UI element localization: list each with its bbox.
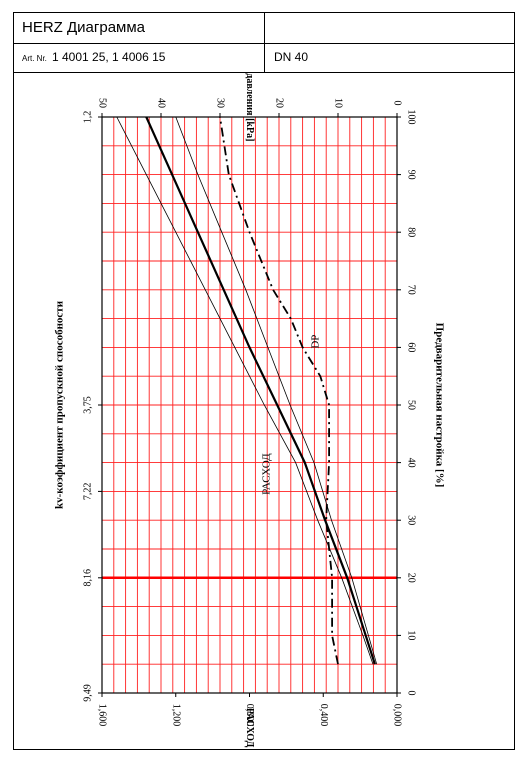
axis-label-right: Предварительная настройка [%] (433, 323, 445, 488)
tick-label-right: 100 (406, 110, 417, 125)
chart-series (116, 116, 378, 665)
tick-label-left: 7,22 (82, 483, 93, 501)
tick-label-right: 40 (406, 458, 417, 468)
series-line-tolerance (175, 116, 378, 665)
series-line-tolerance (116, 116, 374, 665)
article-number: 1 4001 25, 1 4006 15 (52, 50, 166, 64)
tick-label-left: 8,16 (82, 569, 93, 587)
tick-label-right: 30 (406, 515, 417, 525)
tick-label-right: 0 (406, 691, 417, 696)
series-label-dp: DP (310, 335, 322, 349)
diagram-frame: HERZ Диаграмма Art. Nr. 1 4001 25, 1 400… (13, 12, 515, 750)
axis-label-top: Падение давления [kPa] (244, 71, 255, 141)
tick-label-right: 70 (406, 285, 417, 295)
tick-label-top: 40 (156, 98, 167, 108)
tick-label-right: 60 (406, 342, 417, 352)
article-label: Art. Nr. (22, 54, 47, 63)
series-label-flow: РАСХОД (260, 453, 272, 495)
tick-label-right: 20 (406, 573, 417, 583)
tick-label-bottom: 1,200 (170, 704, 181, 727)
tick-label-bottom: 0,800 (244, 704, 255, 727)
series-line-dp (219, 116, 339, 665)
tick-label-bottom: 0,000 (392, 704, 403, 727)
tick-label-left: 3,75 (82, 396, 93, 414)
tick-label-top: 0 (392, 101, 403, 106)
tick-label-left: 1,2 (82, 111, 93, 124)
header-row-article (14, 43, 514, 73)
chart-title: HERZ Диаграмма (22, 19, 146, 36)
header-divider (264, 13, 265, 72)
axis-label-left: kv-коэффициент пропускной способности (54, 300, 66, 509)
tick-label-right: 80 (406, 227, 417, 237)
tick-label-bottom: 1,600 (97, 704, 108, 727)
tick-label-bottom: 0,400 (318, 704, 329, 727)
nominal-diameter: DN 40 (274, 50, 309, 64)
axis-label-bottom: РАСХОД [l/s] (244, 708, 255, 749)
chart-grid (101, 116, 398, 694)
series-line-flow (145, 116, 376, 665)
tick-label-top: 50 (97, 98, 108, 108)
tick-label-top: 10 (333, 98, 344, 108)
tick-label-top: 30 (215, 98, 226, 108)
tick-label-right: 10 (406, 630, 417, 640)
tick-label-top: 20 (274, 98, 285, 108)
tick-label-left: 9,49 (82, 684, 93, 702)
tick-label-right: 50 (406, 400, 417, 410)
tick-label-right: 90 (406, 170, 417, 180)
